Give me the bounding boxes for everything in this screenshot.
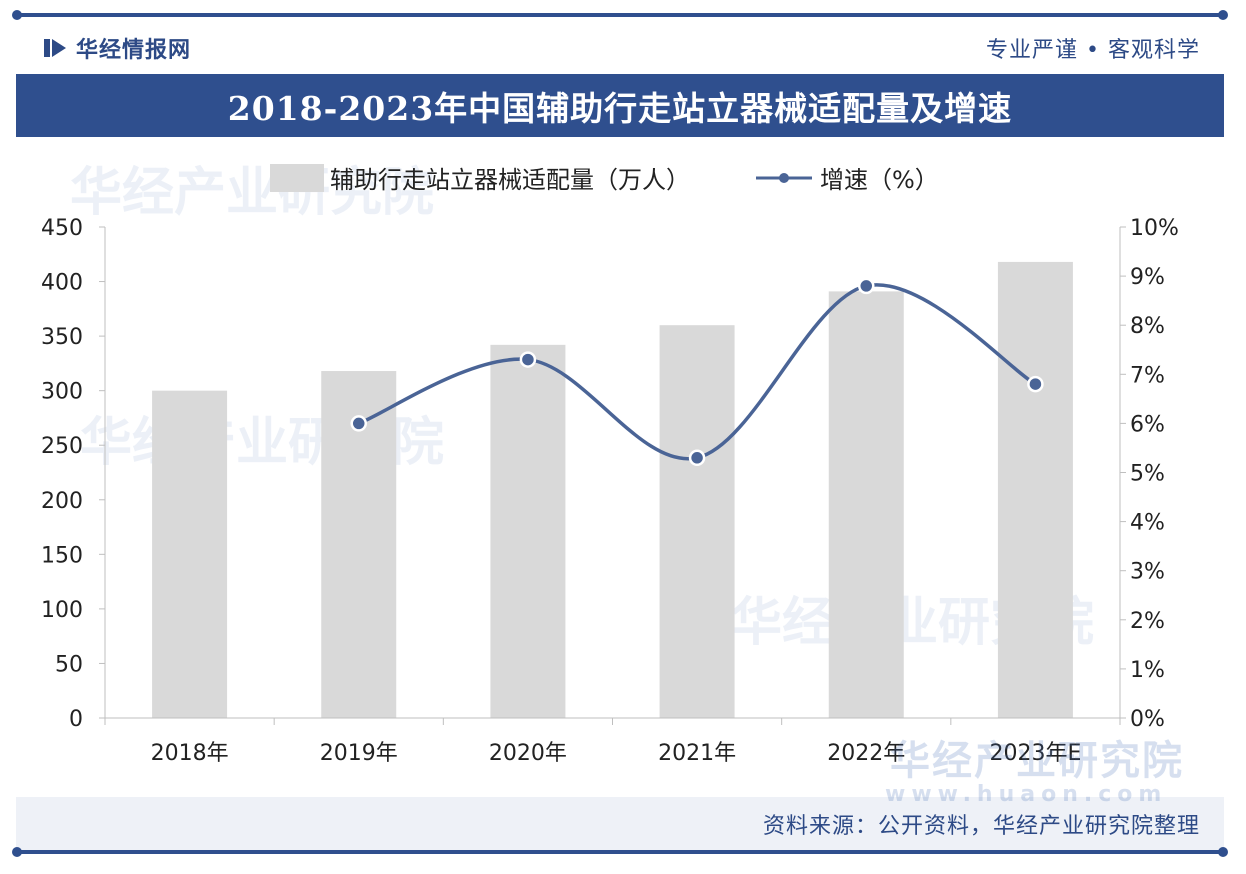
growth-point [519,351,537,368]
x-tick-label: 2019年 [320,741,398,766]
growth-point [350,415,367,432]
y-left-tick-label: 100 [41,598,83,623]
bottom-rule [12,847,1228,857]
y-left-tick-label: 450 [41,216,83,241]
legend-line-swatch [756,172,812,183]
watermark-url: www.huaon.com [885,782,1168,807]
brand-name: 华经情报网 [76,38,192,63]
source-note: 资料来源：公开资料，华经产业研究院整理 [762,814,1200,839]
x-tick-label: 2018年 [151,741,229,766]
y-right-tick-label: 6% [1130,412,1165,437]
y-right-tick-label: 3% [1130,560,1165,585]
y-right-tick-label: 10% [1130,216,1179,241]
title-bar: 2018-2023年中国辅助行走站立器械适配量及增速 [16,74,1224,137]
x-tick-label: 2022年 [827,741,905,766]
chart-legend: 辅助行走站立器械适配量（万人） 增速（%） [270,160,939,195]
bar [997,261,1073,718]
y-right-tick-label: 7% [1130,363,1165,388]
tagline: 专业严谨 • 客观科学 [986,38,1200,63]
watermark-text: 华经产业研究院 [890,738,1184,784]
legend-bar-label: 辅助行走站立器械适配量（万人） [330,166,690,194]
x-tick-label: 2023年E [989,741,1081,766]
legend-item-line: 增速（%） [754,160,939,195]
legend-bar-swatch [270,163,324,192]
legend-item-bar: 辅助行走站立器械适配量（万人） [270,160,690,195]
y-left-tick-label: 350 [41,325,83,350]
bar [152,390,228,718]
y-right-tick-label: 2% [1130,609,1165,634]
growth-point [858,277,875,295]
brand-logo-icon [44,39,66,57]
top-rule [12,10,1228,20]
y-right-tick-label: 9% [1130,265,1165,290]
y-right-tick-label: 8% [1130,314,1165,339]
y-right-tick-label: 5% [1130,462,1165,487]
y-left-tick-label: 50 [55,652,83,677]
y-left-tick-label: 400 [41,271,83,296]
y-left-tick-label: 150 [41,543,83,568]
y-right-tick-label: 1% [1130,658,1165,683]
chart-title: 2018-2023年中国辅助行走站立器械适配量及增速 [227,88,1013,128]
y-right-tick-label: 4% [1130,511,1165,536]
bar [828,291,904,718]
legend-line-label: 增速（%） [820,166,939,194]
bar [490,344,566,718]
brand: 华经情报网 [42,32,191,64]
y-left-tick-label: 200 [41,489,83,514]
y-left-tick-label: 250 [41,434,83,459]
x-tick-label: 2020年 [489,741,567,766]
bar [659,325,735,718]
footer-band [16,797,1224,853]
growth-point [1027,375,1044,393]
y-right-tick-label: 0% [1130,707,1165,732]
y-left-tick-label: 0 [69,707,83,732]
growth-point [688,449,706,467]
y-left-tick-label: 300 [41,380,83,405]
x-tick-label: 2021年 [658,741,736,766]
